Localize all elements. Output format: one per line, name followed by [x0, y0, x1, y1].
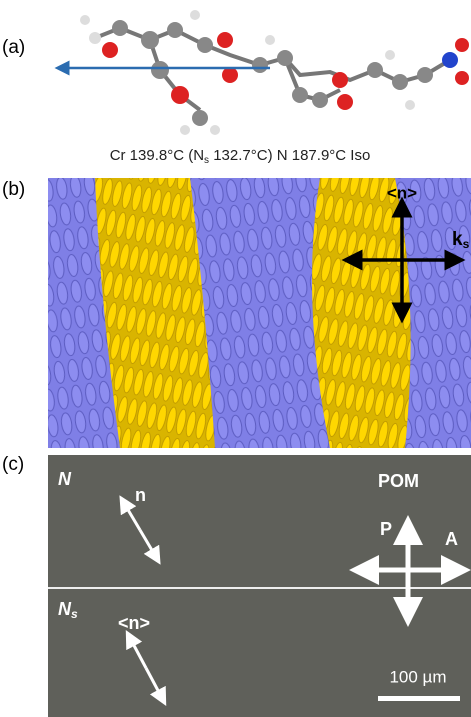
director-label: <n>: [118, 613, 150, 633]
panel-label: (b): [2, 179, 25, 200]
panel-a: (a) Cr 139.8°C (Ns 132.7°C) N 187.9°C Is…: [2, 10, 469, 166]
scale-bar-label: 100 µm: [389, 667, 446, 686]
panel-label: (a): [2, 37, 25, 58]
polarizer-cross: [349, 515, 471, 627]
n-sub: s: [71, 607, 78, 621]
k: k: [452, 229, 463, 250]
panel-b: (b) <n> ks: [2, 178, 471, 448]
phase-label: Ns: [58, 599, 78, 621]
phase-label: N: [58, 469, 72, 489]
caption-text: Cr 139.8°C (N: [110, 147, 204, 164]
caption-sub: s: [204, 155, 209, 166]
scale-bar: [378, 696, 460, 701]
director-label: n: [135, 485, 146, 505]
pom-label: POM: [378, 471, 419, 491]
caption-text: 132.7°C) N 187.9°C Iso: [209, 147, 370, 164]
n: N: [58, 599, 72, 619]
atoms: [80, 10, 469, 135]
director-label: <n>: [387, 183, 417, 202]
k-sub: s: [463, 237, 470, 251]
panel-c: (c) N Ns POM n <n> P A 100 µm: [2, 454, 471, 717]
director-arrows: [119, 495, 167, 706]
phase-sequence: Cr 139.8°C (Ns 132.7°C) N 187.9°C Iso: [110, 147, 371, 166]
polarizer-label: P: [380, 519, 392, 539]
axes-cross: [341, 196, 466, 324]
micrograph: [48, 455, 471, 717]
wavevector-label: ks: [452, 229, 470, 251]
analyzer-label: A: [445, 529, 458, 549]
panel-label: (c): [2, 454, 24, 475]
stripe: [312, 178, 411, 448]
stripe: [95, 178, 215, 448]
